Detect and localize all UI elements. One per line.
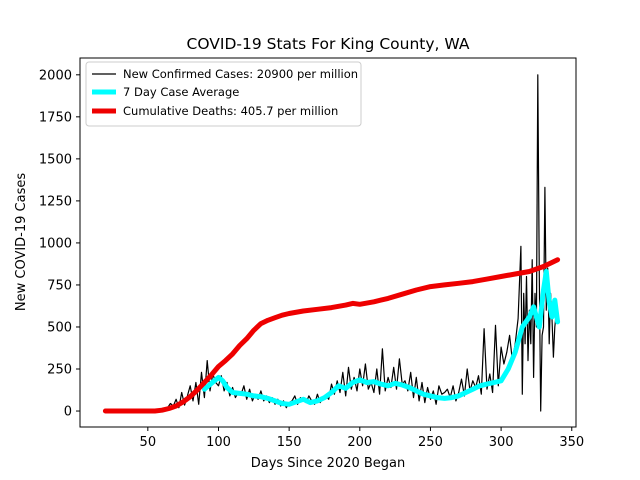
legend-box <box>85 61 362 127</box>
legend-label-cumulative-deaths: Cumulative Deaths: 405.7 per million <box>123 104 338 118</box>
y-tick-label: 1500 <box>39 152 72 167</box>
y-tick-label: 0 <box>64 405 72 420</box>
y-tick-label: 1250 <box>39 194 72 209</box>
legend: New Confirmed Cases: 20900 per million 7… <box>85 61 362 127</box>
x-axis: 50 100 150 200 250 300 350 <box>140 427 584 450</box>
legend-label-new-cases: New Confirmed Cases: 20900 per million <box>123 67 358 81</box>
y-tick-label: 750 <box>47 278 72 293</box>
x-tick-label: 100 <box>206 435 231 450</box>
plot-data-layer <box>102 74 561 414</box>
x-axis-label: Days Since 2020 Began <box>251 456 406 471</box>
legend-label-7-day-average: 7 Day Case Average <box>123 85 239 99</box>
x-tick-label: 200 <box>347 435 372 450</box>
y-axis-label: New COVID-19 Cases <box>14 173 29 311</box>
y-tick-label: 2000 <box>39 68 72 83</box>
x-tick-label: 250 <box>418 435 443 450</box>
y-tick-label: 250 <box>47 363 72 378</box>
y-tick-label: 500 <box>47 320 72 335</box>
series-line-cumulative-deaths <box>102 257 561 414</box>
x-tick-label: 300 <box>489 435 514 450</box>
x-tick-label: 50 <box>140 435 157 450</box>
y-tick-label: 1000 <box>39 236 72 251</box>
y-tick-label: 1750 <box>39 110 72 125</box>
x-tick-label: 350 <box>559 435 584 450</box>
y-axis: 0 250 500 750 1000 1250 1500 1750 2000 <box>39 68 80 420</box>
chart-title: COVID-19 Stats For King County, WA <box>187 35 470 53</box>
series-line-7-day-average <box>201 269 561 407</box>
x-tick-label: 150 <box>277 435 302 450</box>
